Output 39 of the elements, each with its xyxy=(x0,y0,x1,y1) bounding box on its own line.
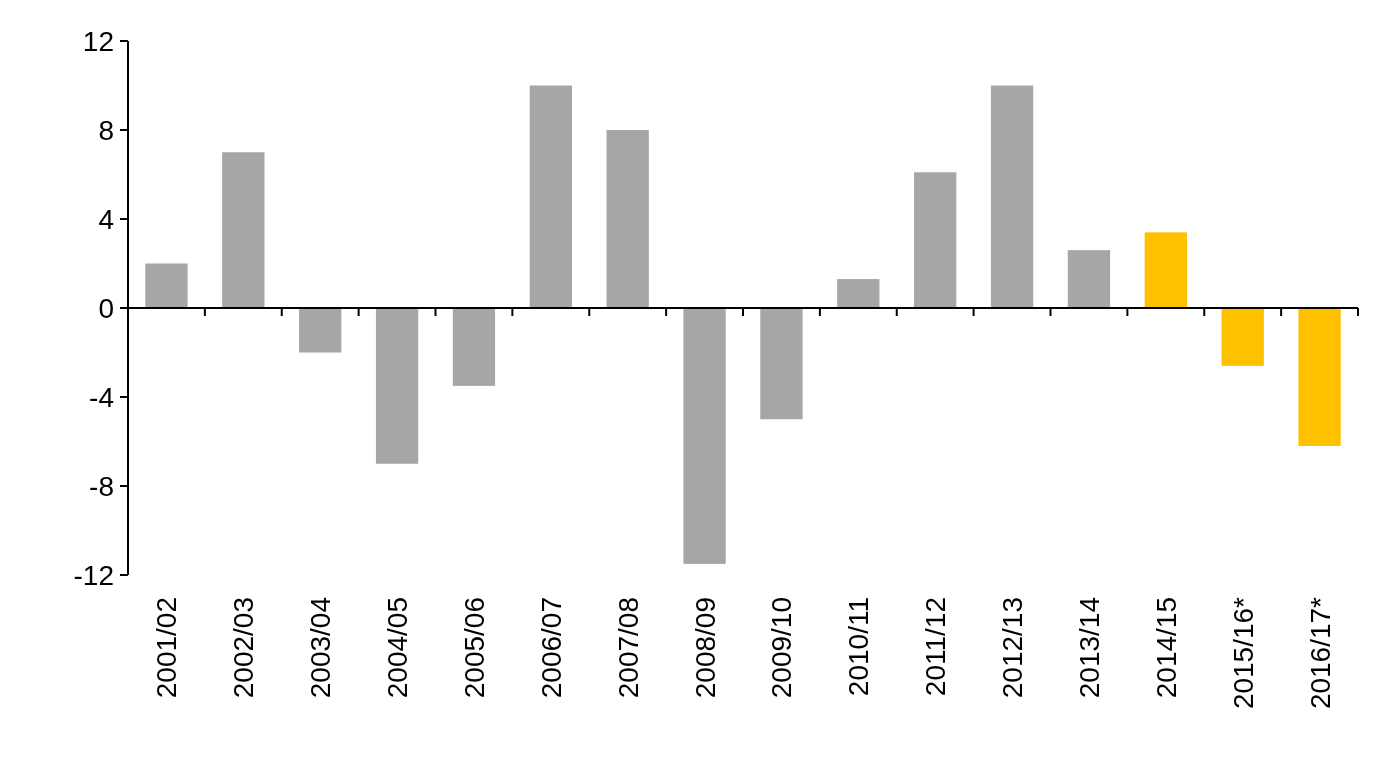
x-tick-label: 2006/07 xyxy=(535,597,567,699)
x-tick-label: 2003/04 xyxy=(305,597,337,699)
x-tick-label: 2007/08 xyxy=(612,597,644,699)
x-tick-label: 2008/09 xyxy=(689,597,721,699)
x-tick-label: 2012/13 xyxy=(997,597,1029,699)
bar xyxy=(299,308,342,353)
bar xyxy=(990,85,1034,308)
y-tick-label: 0 xyxy=(98,292,114,324)
bar xyxy=(1144,232,1187,308)
bar xyxy=(683,308,726,564)
y-tick-label: -12 xyxy=(73,559,114,591)
x-tick-label: 2016/17* xyxy=(1304,596,1336,710)
bar xyxy=(222,152,265,308)
x-tick-label: 2015/16* xyxy=(1227,596,1259,710)
bar xyxy=(1221,308,1264,366)
bar xyxy=(145,263,188,308)
y-tick-label: -8 xyxy=(89,470,114,502)
bar xyxy=(914,172,957,308)
y-tick-label: 12 xyxy=(82,25,114,57)
bar xyxy=(375,308,419,464)
x-tick-label: 2001/02 xyxy=(151,597,183,699)
y-tick-label: 4 xyxy=(98,203,114,235)
x-tick-label: 2014/15 xyxy=(1150,597,1182,699)
x-tick-label: 2005/06 xyxy=(458,597,490,699)
bar xyxy=(452,308,496,386)
x-tick-label: 2004/05 xyxy=(382,597,414,699)
x-tick-label: 2002/03 xyxy=(228,597,260,699)
bar xyxy=(837,279,880,308)
y-tick-label: 8 xyxy=(98,114,114,146)
bar xyxy=(529,85,572,308)
x-tick-label: 2009/10 xyxy=(766,597,798,699)
bar xyxy=(1067,250,1111,308)
bar xyxy=(1298,308,1341,446)
y-tick-label: -4 xyxy=(89,381,114,413)
x-tick-label: 2010/11 xyxy=(843,597,875,697)
x-tick-label: 2013/14 xyxy=(1073,597,1105,699)
x-tick-label: 2011/12 xyxy=(920,597,952,697)
bar xyxy=(760,308,803,420)
bar xyxy=(606,130,649,308)
